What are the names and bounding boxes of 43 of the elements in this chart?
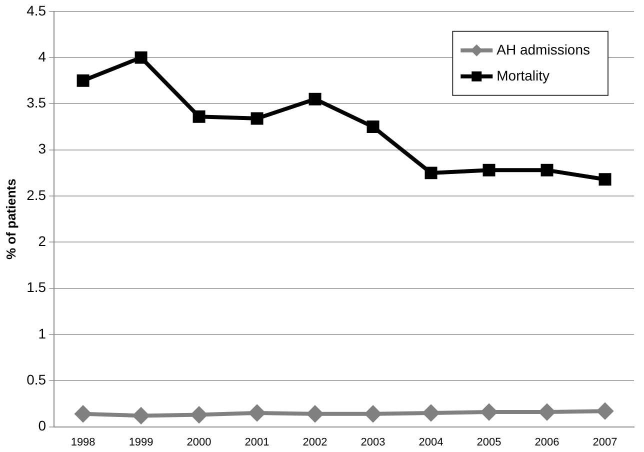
x-tick-label: 1998: [70, 436, 96, 448]
point: [423, 404, 440, 421]
point: [539, 404, 556, 420]
y-tick-label: 2: [38, 233, 46, 250]
y-axis-title: % of patients: [3, 178, 18, 260]
legend-label: Mortality: [496, 67, 550, 84]
point: [482, 164, 496, 176]
point: [250, 112, 264, 125]
y-tick-label: 4: [38, 48, 46, 64]
x-tick-label: 2005: [476, 436, 502, 448]
point: [76, 74, 90, 87]
point: [191, 406, 208, 423]
y-tick-label: 3.5: [26, 94, 46, 111]
point: [134, 51, 148, 64]
point: [192, 110, 206, 123]
y-tick-label: 1: [38, 325, 46, 342]
legend-label: AH admissions: [496, 41, 590, 58]
x-tick-label: 2007: [592, 436, 618, 448]
x-tick-label: 2001: [244, 436, 270, 448]
point: [540, 164, 554, 176]
point: [133, 408, 150, 424]
y-tick-label: 0: [38, 418, 46, 434]
point: [597, 403, 614, 420]
point: [75, 406, 92, 422]
y-tick-label: 3: [38, 140, 46, 157]
y-tick-label: 4.5: [26, 2, 46, 18]
point: [307, 406, 324, 422]
point: [249, 404, 266, 421]
point: [366, 120, 380, 134]
point: [365, 406, 382, 422]
y-tick-label: 2.5: [26, 186, 46, 203]
x-tick-label: 1999: [128, 436, 154, 448]
point: [308, 92, 322, 106]
x-tick-label: 2004: [418, 436, 444, 448]
y-tick-label: 1.5: [26, 279, 46, 296]
x-tick-label: 2006: [534, 436, 560, 448]
point: [424, 166, 438, 180]
point: [598, 173, 612, 186]
point: [481, 404, 498, 420]
x-tick-label: 2000: [186, 436, 212, 448]
y-tick-label: 0.5: [26, 372, 46, 388]
x-tick-label: 2003: [360, 436, 386, 448]
x-tick-label: 2002: [302, 436, 328, 448]
